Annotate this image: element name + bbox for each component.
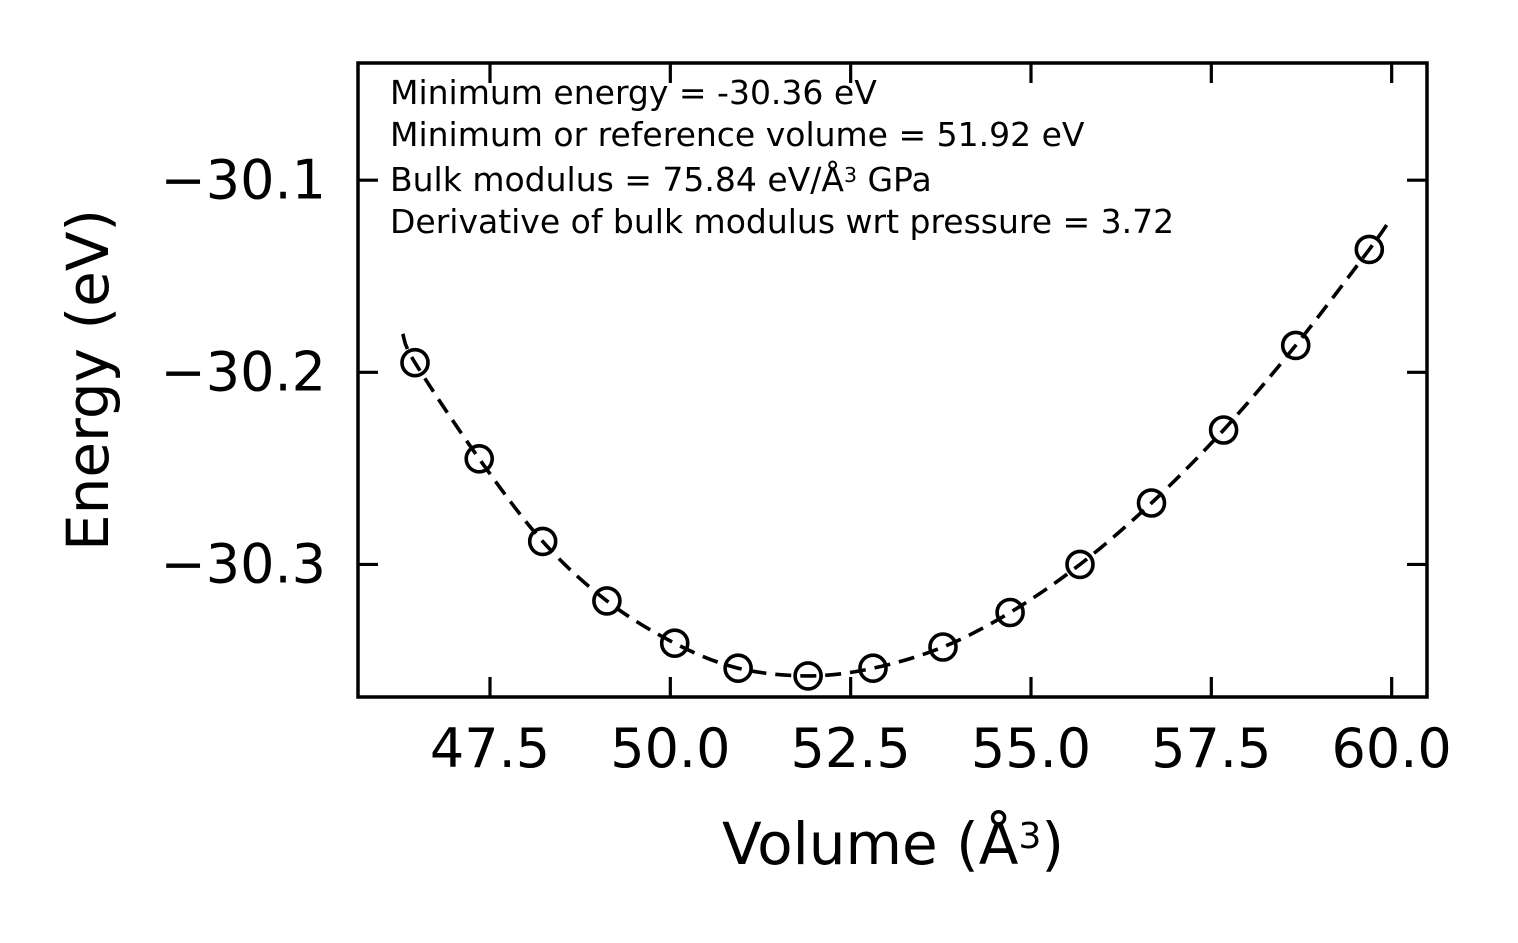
y-tick-label: −30.2	[160, 340, 326, 404]
y-tick-label: −30.3	[160, 532, 326, 596]
eos-fit-curve	[401, 217, 1393, 678]
fit-results-annotation: Minimum energy = -30.36 eV Minimum or re…	[390, 72, 1174, 242]
annotation-bulk-modulus-unit: GPa	[856, 160, 932, 200]
x-axis-title-superscript: 3	[1018, 815, 1042, 857]
data-point-marker	[1354, 234, 1385, 265]
x-tick-label: 60.0	[1331, 717, 1452, 780]
annotation-bulk-modulus: Bulk modulus = 75.84 eV/Å3 GPa	[390, 155, 1174, 201]
data-point-marker	[928, 632, 958, 662]
data-point-marker	[464, 443, 495, 474]
x-tick-label: 57.5	[1151, 717, 1272, 780]
data-point-marker	[1136, 488, 1167, 518]
data-point-marker	[1280, 330, 1311, 361]
x-tick-label: 52.5	[790, 717, 911, 780]
data-point-marker	[995, 597, 1025, 628]
annotation-bulk-modulus-derivative: Derivative of bulk modulus wrt pressure …	[390, 201, 1175, 241]
data-point-marker	[793, 661, 823, 691]
data-point-marker	[1065, 549, 1095, 580]
y-tick-label: −30.1	[160, 148, 326, 212]
x-tick-label: 47.5	[429, 717, 551, 780]
annotation-ref-volume: Minimum or reference volume = 51.92 eV	[390, 114, 1085, 154]
plot-border	[356, 61, 1429, 699]
x-axis-title-text: Volume (Å	[722, 810, 1019, 878]
data-point-marker	[1208, 415, 1239, 445]
x-axis-title: Volume (Å3)	[722, 810, 1064, 878]
data-point-marker	[659, 628, 690, 659]
annotation-bulk-modulus-superscript: 3	[843, 163, 857, 187]
x-tick-label: 50.0	[610, 717, 731, 780]
data-point-marker	[527, 526, 558, 557]
data-point-marker	[858, 653, 888, 684]
x-tick-label: 55.0	[970, 717, 1092, 780]
annotation-bulk-modulus-text: Bulk modulus = 75.84 eV/Å	[390, 160, 844, 200]
y-axis-title: Energy (eV)	[54, 208, 122, 552]
annotation-min-energy: Minimum energy = -30.36 eV	[390, 73, 877, 112]
data-point-marker	[723, 653, 753, 684]
x-axis-title-close-paren: )	[1041, 810, 1064, 878]
data-point-marker	[592, 586, 622, 616]
data-point-marker	[400, 347, 430, 378]
